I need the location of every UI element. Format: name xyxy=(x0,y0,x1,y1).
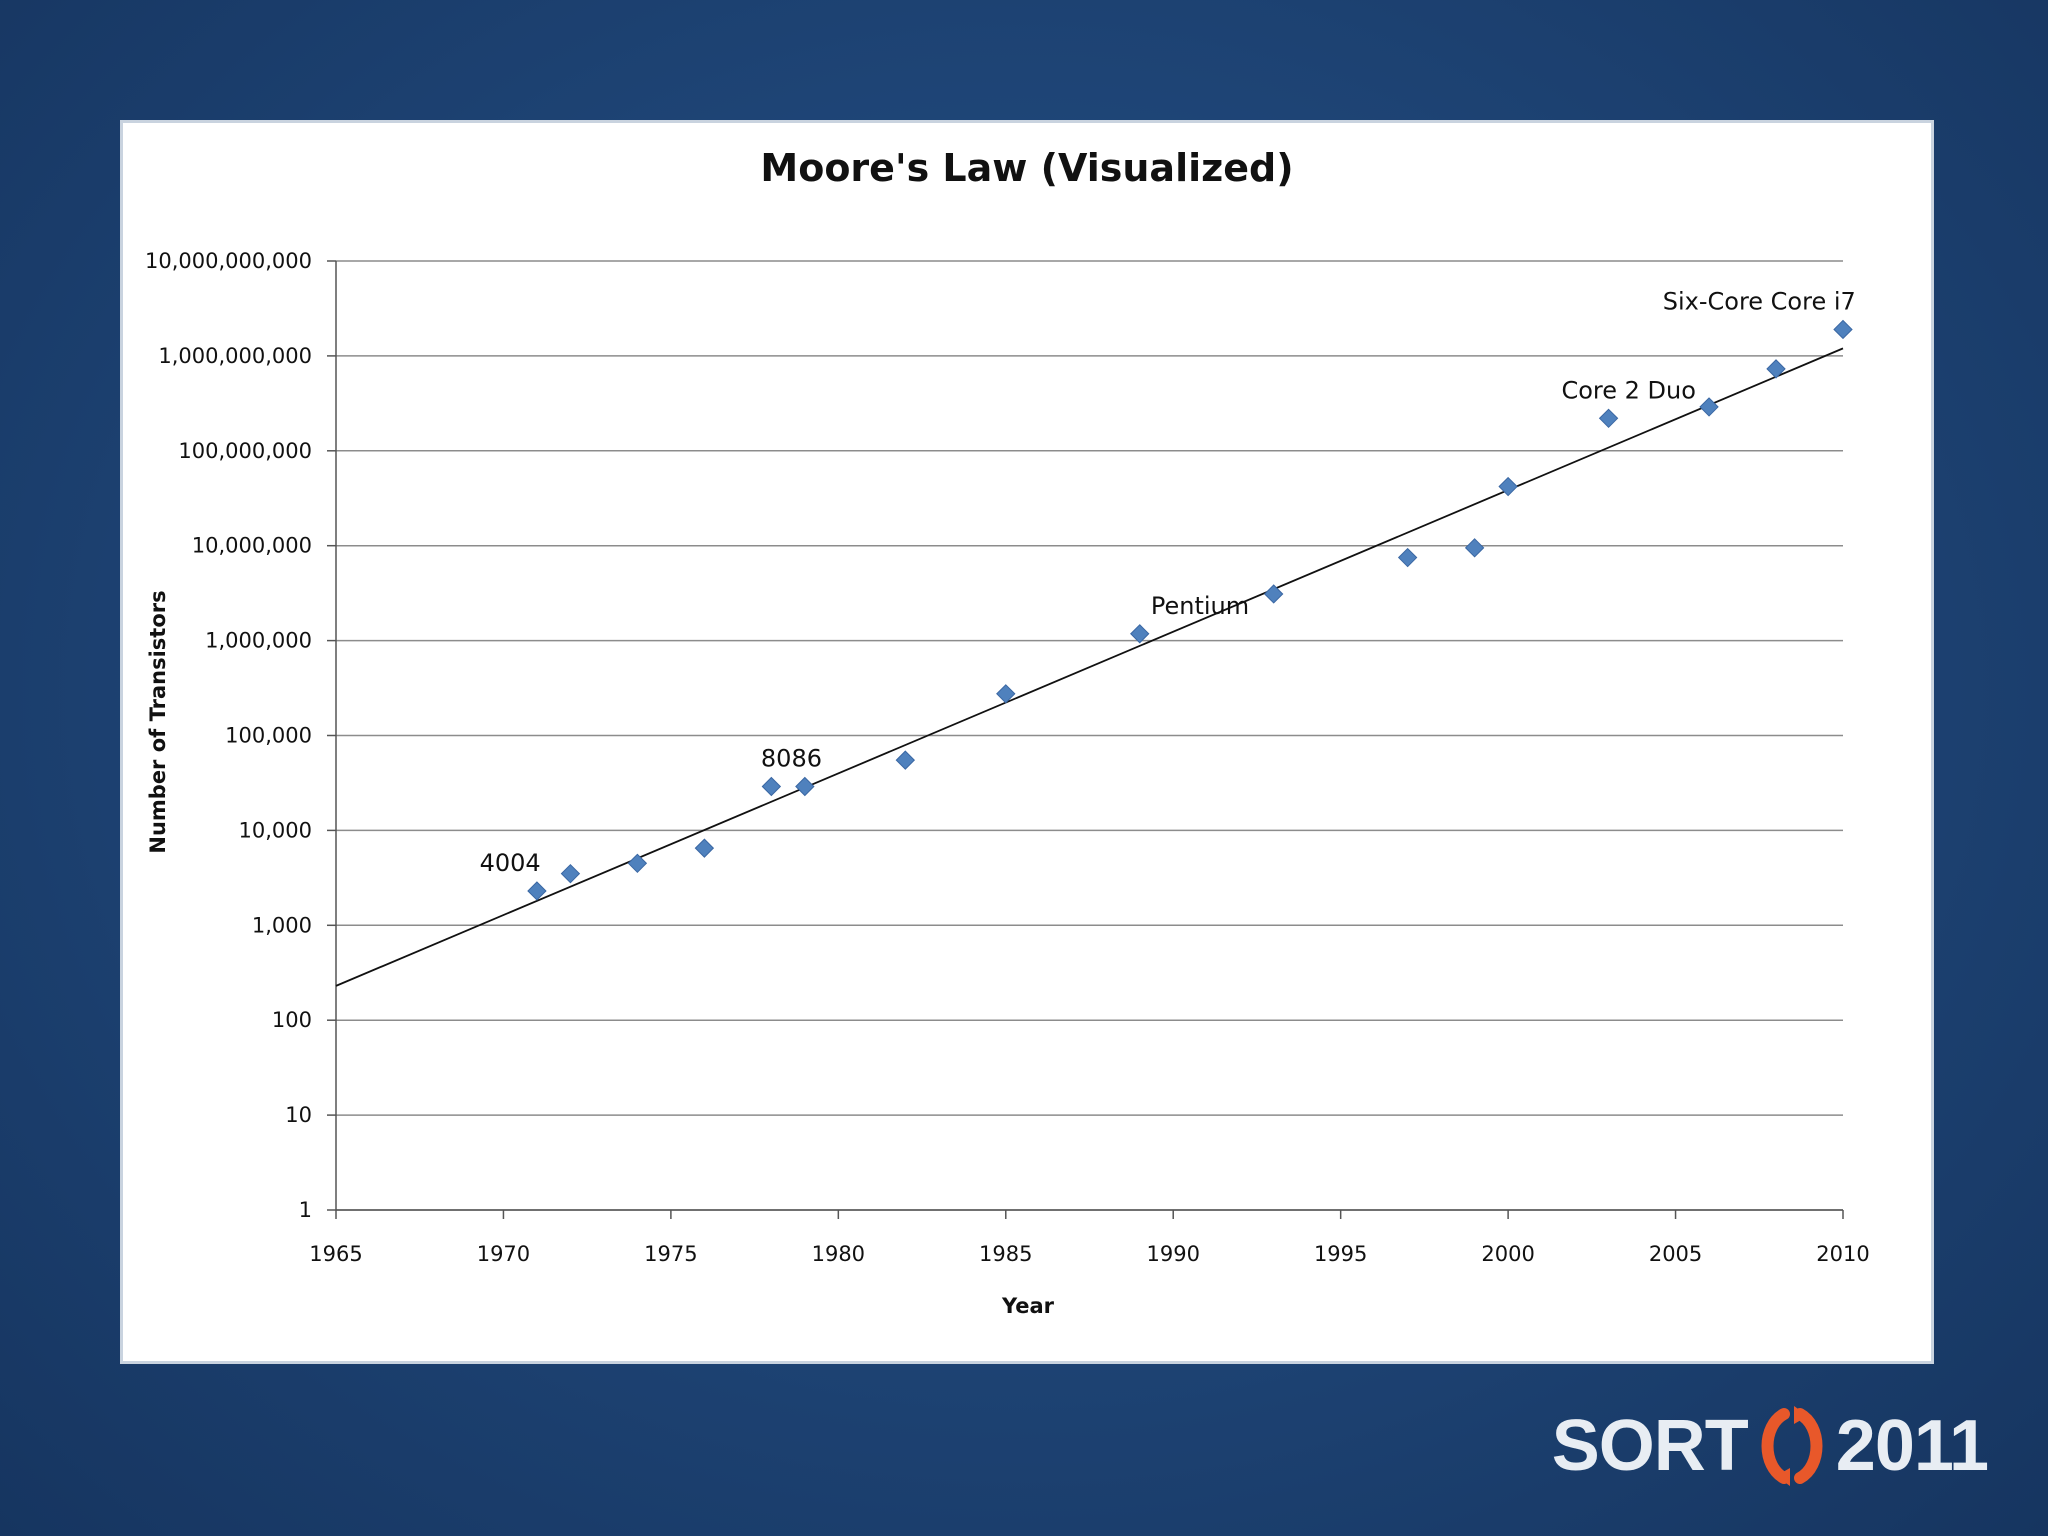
data-point-marker xyxy=(1498,476,1518,497)
y-tick-label: 100 xyxy=(272,1008,312,1032)
data-point-marker xyxy=(761,776,782,797)
y-tick-label: 100,000,000 xyxy=(178,439,312,463)
annotation-label: Six-Core Core i7 xyxy=(1663,287,1856,315)
y-tick-label: 1,000 xyxy=(252,913,312,937)
data-point-marker xyxy=(1464,538,1485,558)
data-point-marker xyxy=(694,838,715,858)
x-tick-label: 1970 xyxy=(477,1242,530,1266)
x-tick-label: 1995 xyxy=(1314,1242,1367,1266)
data-point-marker xyxy=(895,750,916,770)
y-tick-label: 10,000 xyxy=(239,818,312,842)
gridlines xyxy=(336,260,1843,1211)
trendline-layer xyxy=(335,347,1844,987)
data-point-marker xyxy=(1766,359,1786,379)
y-tick-labels: 1 10 100 1,000 10,000 100,000 1,000,000 10,000,… xyxy=(145,249,312,1222)
annotation-label: Pentium xyxy=(1151,592,1249,620)
data-point-marker xyxy=(527,881,547,901)
x-axis-title: Year xyxy=(1001,1294,1055,1318)
data-points xyxy=(527,319,1853,901)
x-tick-label: 1990 xyxy=(1146,1242,1199,1266)
y-tick-label: 10,000,000 xyxy=(192,534,312,558)
data-point-marker xyxy=(1598,408,1619,429)
logo-text-sort: SORT xyxy=(1551,1406,1749,1486)
chart-frame: Moore's Law (Visualized) 1 10 100 1,000 10,0… xyxy=(120,120,1934,1364)
data-point-marker xyxy=(1397,547,1418,568)
y-tick-label: 10 xyxy=(285,1103,312,1127)
x-tick-label: 1980 xyxy=(812,1242,865,1266)
chart: Moore's Law (Visualized) 1 10 100 1,000 10,0… xyxy=(145,146,1870,1318)
y-tick-label: 10,000,000,000 xyxy=(145,249,312,273)
sort-2011-logo: SORT 2011 xyxy=(1551,1406,1989,1486)
data-point-marker xyxy=(1130,624,1150,644)
y-axis-title: Number of Transistors xyxy=(146,590,170,853)
data-point-marker xyxy=(1263,584,1284,604)
y-tick-label: 100,000 xyxy=(225,724,312,748)
x-tick-label: 1965 xyxy=(309,1242,362,1266)
data-point-marker xyxy=(795,776,815,797)
logo-bracket-icon xyxy=(1761,1406,1823,1486)
data-point-marker xyxy=(560,863,581,884)
y-tick-label: 1 xyxy=(299,1198,312,1222)
data-point-marker xyxy=(1833,319,1853,340)
data-point-marker xyxy=(627,853,648,874)
logo-text-year: 2011 xyxy=(1835,1406,1989,1486)
x-tick-labels: 1965 1970 1975 1980 1985 1990 1995 2000 2005 2010 xyxy=(309,1242,1869,1266)
y-tick-label: 1,000,000 xyxy=(205,629,312,653)
data-point-marker xyxy=(1699,397,1719,417)
annotation-label: Core 2 Duo xyxy=(1561,376,1695,404)
annotation-label: 4004 xyxy=(480,849,541,877)
x-tick-label: 2005 xyxy=(1649,1242,1702,1266)
axes xyxy=(327,260,1844,1219)
annotation-label: 8086 xyxy=(761,745,822,773)
data-point-marker xyxy=(996,684,1016,704)
x-tick-label: 1975 xyxy=(644,1242,697,1266)
x-tick-label: 2010 xyxy=(1816,1242,1869,1266)
y-tick-label: 1,000,000,000 xyxy=(158,344,312,368)
x-tick-label: 2000 xyxy=(1481,1242,1534,1266)
chart-title: Moore's Law (Visualized) xyxy=(760,146,1293,190)
trendline xyxy=(335,347,1844,987)
annotations: 4004 8086 Pentium Core 2 Duo Six-Core Core i… xyxy=(480,287,1856,877)
x-tick-label: 1985 xyxy=(979,1242,1032,1266)
